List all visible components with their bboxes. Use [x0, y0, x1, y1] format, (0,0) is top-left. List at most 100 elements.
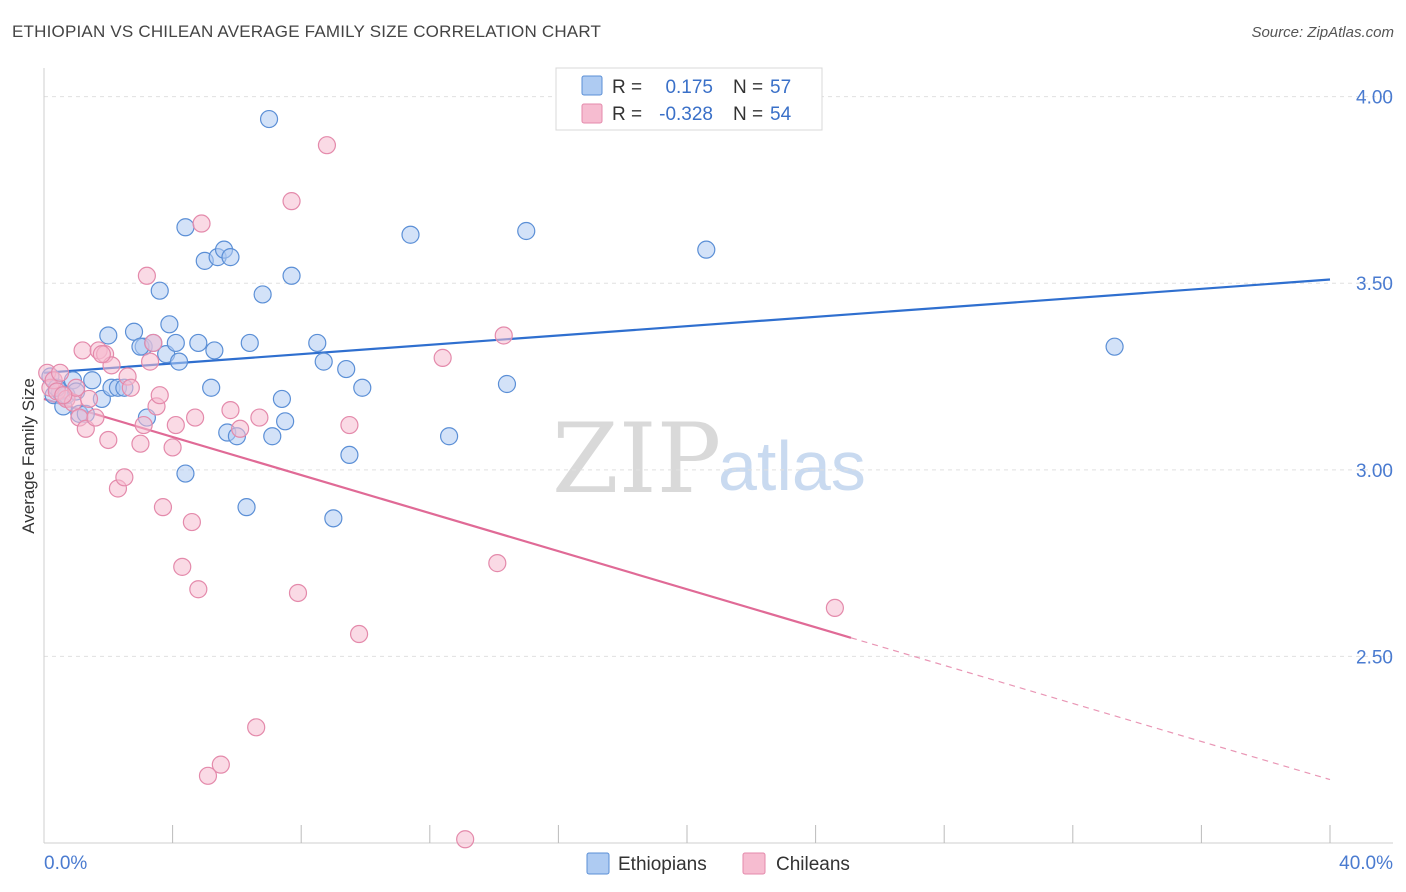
series-legend-swatch-ethiopians	[586, 852, 610, 875]
legend-r-label-chileans: R =	[612, 104, 642, 125]
point-chileans	[182, 512, 201, 532]
point-chileans	[86, 408, 105, 427]
point-chileans	[189, 580, 208, 599]
point-ethiopians	[276, 412, 295, 431]
point-ethiopians	[166, 333, 185, 353]
point-chileans	[433, 348, 452, 367]
point-ethiopians	[308, 333, 327, 353]
point-chileans	[211, 755, 230, 774]
point-chileans	[825, 598, 844, 618]
point-ethiopians	[497, 374, 517, 394]
chart-title: ETHIOPIAN VS CHILEAN AVERAGE FAMILY SIZE…	[12, 22, 602, 41]
point-chileans	[494, 326, 513, 345]
legend-swatch-ethiopians	[581, 75, 603, 96]
point-chileans	[131, 434, 150, 453]
point-ethiopians	[353, 378, 372, 397]
point-ethiopians	[1105, 337, 1124, 356]
y-axis-title: Average Family Size	[19, 378, 38, 534]
point-ethiopians	[237, 498, 256, 517]
point-chileans	[317, 136, 337, 155]
point-chileans	[79, 389, 99, 409]
point-ethiopians	[240, 333, 259, 353]
y-tick-label: 4.00	[1356, 88, 1393, 109]
point-ethiopians	[205, 341, 224, 360]
legend-n-label-chileans: N =	[733, 104, 763, 125]
point-ethiopians	[263, 427, 282, 446]
legend-swatch-chileans	[581, 103, 603, 124]
point-ethiopians	[282, 266, 301, 285]
point-chileans	[247, 718, 266, 737]
point-ethiopians	[401, 225, 420, 244]
stats-legend: R = 0.175 N = 57 R = -0.328 N = 54	[555, 67, 823, 131]
point-chileans	[221, 401, 240, 420]
y-tick-label: 2.50	[1356, 647, 1393, 668]
point-ethiopians	[314, 352, 333, 371]
point-ethiopians	[697, 240, 716, 259]
grid	[44, 96, 1393, 657]
point-ethiopians	[176, 218, 195, 237]
point-ethiopians	[150, 281, 169, 300]
legend-n-value-chileans: 54	[770, 104, 792, 125]
point-ethiopians	[253, 285, 272, 304]
series-legend: Ethiopians Chileans	[586, 852, 850, 875]
trend-line-extension-chileans	[850, 637, 1331, 781]
point-chileans	[54, 386, 73, 405]
legend-r-label-ethiopians: R =	[612, 77, 642, 98]
trend-line-chileans	[43, 397, 852, 639]
point-ethiopians	[221, 248, 240, 267]
point-chileans	[153, 498, 173, 517]
legend-n-label-ethiopians: N =	[733, 77, 763, 98]
point-chileans	[186, 408, 205, 427]
watermark-atlas: atlas	[718, 427, 866, 505]
y-tick-label: 3.50	[1356, 274, 1393, 295]
point-chileans	[288, 583, 308, 603]
point-chileans	[250, 408, 269, 427]
point-chileans	[340, 415, 359, 435]
point-ethiopians	[189, 333, 208, 353]
point-chileans	[134, 415, 153, 435]
point-chileans	[231, 419, 250, 438]
point-ethiopians	[169, 352, 189, 371]
series-legend-label-ethiopians: Ethiopians	[618, 854, 707, 875]
x-tick-label-max: 40.0%	[1339, 853, 1393, 874]
point-ethiopians	[259, 109, 279, 129]
point-chileans	[163, 438, 182, 457]
point-chileans	[150, 386, 169, 405]
series-legend-swatch-chileans	[742, 852, 766, 875]
point-chileans	[140, 352, 160, 371]
point-ethiopians	[83, 371, 102, 390]
point-ethiopians	[160, 315, 179, 334]
point-chileans	[121, 378, 140, 397]
point-chileans	[192, 214, 211, 233]
trend-lines	[43, 278, 1331, 781]
trend-line-ethiopians	[43, 278, 1331, 374]
legend-n-value-ethiopians: 57	[770, 77, 791, 98]
point-ethiopians	[176, 464, 195, 483]
point-ethiopians	[337, 359, 356, 379]
point-ethiopians	[324, 509, 343, 528]
point-chileans	[456, 830, 475, 849]
point-chileans	[73, 341, 92, 360]
point-chileans	[144, 333, 163, 353]
point-chileans	[50, 363, 70, 382]
points	[38, 109, 1124, 849]
y-tick-label: 3.00	[1356, 461, 1393, 482]
point-chileans	[282, 192, 301, 211]
point-chileans	[115, 468, 134, 487]
point-chileans	[173, 557, 192, 576]
watermark-zip: ZIP	[552, 403, 721, 515]
point-ethiopians	[272, 389, 292, 409]
point-ethiopians	[202, 378, 221, 397]
point-chileans	[488, 554, 507, 573]
x-tick-label-min: 0.0%	[44, 853, 87, 874]
point-ethiopians	[340, 445, 359, 465]
point-chileans	[198, 766, 218, 785]
source-label: Source: ZipAtlas.com	[1251, 24, 1394, 41]
point-chileans	[99, 430, 118, 450]
point-chileans	[137, 266, 156, 285]
series-legend-label-chileans: Chileans	[776, 854, 850, 875]
point-chileans	[349, 624, 369, 644]
point-ethiopians	[99, 326, 118, 345]
axes: 2.50 3.00 3.50 4.00	[43, 68, 1393, 844]
